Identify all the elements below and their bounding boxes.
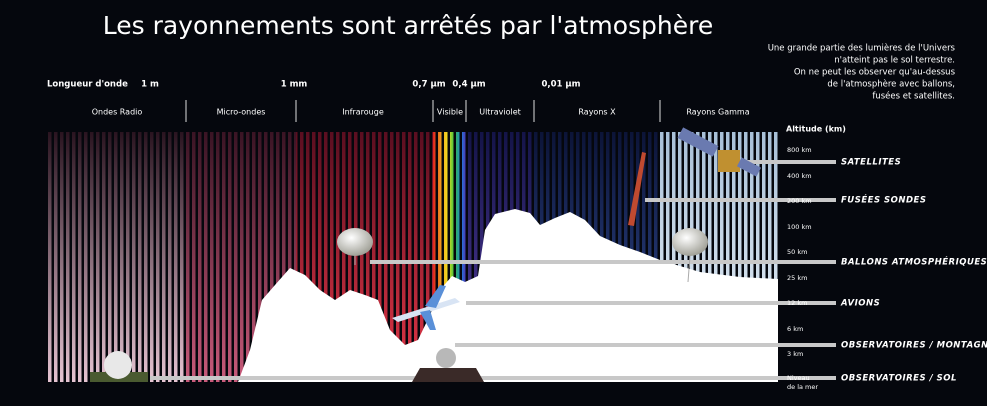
altitude-label: 50 km xyxy=(787,248,807,256)
altitude-label: 400 km xyxy=(787,172,812,180)
altitude-label: 25 km xyxy=(787,274,807,282)
band-label: Micro-ondes xyxy=(217,108,266,117)
wavelength-mark: 0,01 µm xyxy=(541,80,580,90)
altitude-label: 200 km xyxy=(787,197,812,205)
note-line: On ne peut les observer qu'au-dessus xyxy=(794,68,956,78)
altitude-title: Altitude (km) xyxy=(786,125,846,134)
platform-label: AVIONS xyxy=(840,299,880,309)
wavelength-mark: 1 m xyxy=(141,80,159,90)
altitude-label: de la mer xyxy=(787,383,818,391)
band-separators xyxy=(185,100,661,122)
note: Une grande partie des lumières de l'Univ… xyxy=(768,43,956,102)
platform-label: FUSÉES SONDES xyxy=(841,194,926,206)
note-line: fusées et satellites. xyxy=(872,91,955,102)
platform-label: SATELLITES xyxy=(841,158,901,168)
band-label: Rayons X xyxy=(578,108,616,117)
band-label: Ultraviolet xyxy=(479,108,521,117)
altitude-label: 6 km xyxy=(787,325,803,333)
band-label: Ondes Radio xyxy=(92,108,143,117)
platform-label: OBSERVATOIRES / SOL xyxy=(841,374,957,384)
spectrum xyxy=(47,132,778,382)
note-line: Une grande partie des lumières de l'Univ… xyxy=(768,43,956,54)
altitude-label: 12 km xyxy=(787,299,807,307)
altitude-label: 3 km xyxy=(787,350,803,358)
title: Les rayonnements sont arrêtés par l'atmo… xyxy=(103,11,714,40)
altitude-label: 800 km xyxy=(787,146,812,154)
objects xyxy=(90,127,762,382)
platform-label: BALLONS ATMOSPHÉRIQUES xyxy=(841,256,987,268)
platform-label: OBSERVATOIRES / MONTAGNES xyxy=(841,341,987,351)
wavelength-mark: 0,4 µm xyxy=(452,80,485,90)
wavelength-mark: 1 mm xyxy=(281,80,308,90)
band-label: Infrarouge xyxy=(342,108,384,117)
altitude-label: Niveau xyxy=(787,374,810,382)
band-label: Rayons Gamma xyxy=(686,108,749,117)
guide-lines xyxy=(150,160,836,380)
wavelength-mark: 0,7 µm xyxy=(412,80,445,90)
altitude-label: 100 km xyxy=(787,223,812,231)
note-line: de l'atmosphère avec ballons, xyxy=(827,79,955,90)
wavelength-label: Longueur d'onde xyxy=(47,80,128,90)
note-line: n'atteint pas le sol terrestre. xyxy=(834,56,955,66)
band-label: Visible xyxy=(437,108,463,117)
